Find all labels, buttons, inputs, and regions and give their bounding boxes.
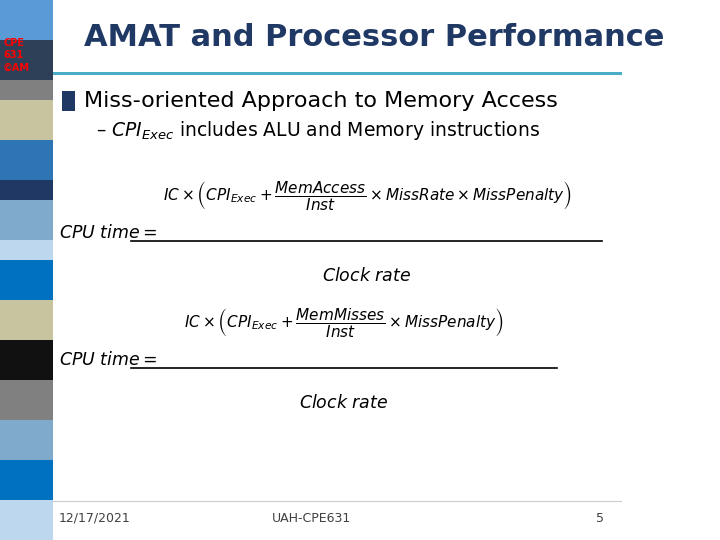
Bar [0, 320, 53, 340]
Bar [0, 360, 53, 380]
Bar [0, 140, 53, 160]
Text: UAH-CPE631: UAH-CPE631 [271, 512, 351, 525]
Bar [0, 100, 53, 120]
Text: $\mathit{CPU\ time} =$: $\mathit{CPU\ time} =$ [59, 351, 158, 369]
Bar [0, 380, 53, 400]
Bar [0, 40, 53, 60]
Bar [0, 60, 53, 80]
Bar [0, 300, 53, 320]
Bar [0, 340, 53, 360]
Bar [53, 72, 622, 75]
Bar [0, 240, 53, 260]
Bar [0, 0, 53, 20]
Text: 5: 5 [595, 512, 603, 525]
Bar [0, 400, 53, 420]
Bar [0, 520, 53, 540]
Text: Miss-oriented Approach to Memory Access: Miss-oriented Approach to Memory Access [84, 91, 558, 111]
Text: $\mathit{Clock\ rate}$: $\mathit{Clock\ rate}$ [323, 267, 412, 285]
Text: $\mathit{IC} \times \left( \mathit{CPI}_{Exec} + \dfrac{\mathit{MemMisses}}{\mat: $\mathit{IC} \times \left( \mathit{CPI}_… [184, 306, 504, 339]
Bar [0, 440, 53, 460]
Bar [0, 180, 53, 200]
Bar [0, 480, 53, 500]
Bar [0, 260, 53, 280]
Text: 12/17/2021: 12/17/2021 [59, 512, 131, 525]
Bar [0, 220, 53, 240]
Bar [0, 120, 53, 140]
Bar [0, 200, 53, 220]
Bar [0, 500, 53, 520]
Bar [62, 91, 75, 111]
Text: $\endash$ $\mathit{CPI}_{Exec}$ includes ALU and Memory instructions: $\endash$ $\mathit{CPI}_{Exec}$ includes… [96, 119, 541, 142]
Text: AMAT and Processor Performance: AMAT and Processor Performance [84, 23, 665, 52]
Text: $\mathit{Clock\ rate}$: $\mathit{Clock\ rate}$ [300, 394, 389, 412]
Bar [0, 460, 53, 480]
Bar [0, 20, 53, 40]
Bar [0, 160, 53, 180]
Bar [0, 420, 53, 440]
Bar [0, 280, 53, 300]
Text: CPE
631
©AM: CPE 631 ©AM [3, 38, 30, 72]
Text: $\mathit{CPU\ time} =$: $\mathit{CPU\ time} =$ [59, 224, 158, 242]
Bar [0, 80, 53, 100]
Text: $\mathit{IC} \times \left( \mathit{CPI}_{Exec} + \dfrac{\mathit{MemAccess}}{\mat: $\mathit{IC} \times \left( \mathit{CPI}_… [163, 179, 572, 212]
